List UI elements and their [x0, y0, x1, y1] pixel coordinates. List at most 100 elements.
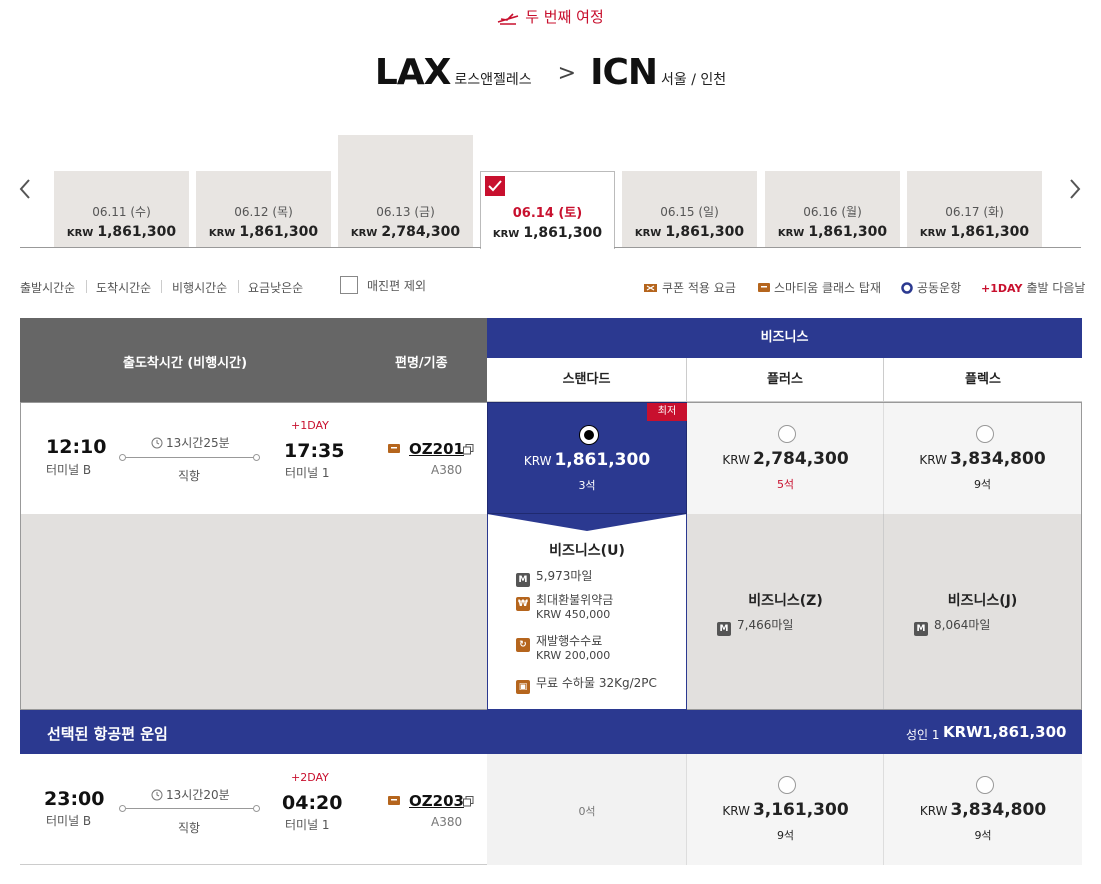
detail-plus-miles: M 7,466마일 [717, 616, 793, 636]
currency: KRW [208, 228, 236, 239]
price-amount: 1,861,300 [554, 450, 651, 470]
exclude-soldout-checkbox[interactable] [340, 276, 358, 294]
route-arrow-icon: > [557, 61, 577, 86]
fare-cell-plus[interactable]: KRW 3,161,300 9석 [687, 754, 884, 865]
date-tab-0611[interactable]: 06.11 (수) KRW 1,861,300 [54, 171, 189, 247]
flight-number-link[interactable]: OZ203 [409, 792, 464, 810]
summary-total: 1,861,300 [982, 723, 1067, 741]
detail-refund: ₩ 최대환불위약금 [516, 591, 613, 611]
legend-coupon: 쿠폰 적용 요금 [643, 279, 736, 296]
aircraft-type: A380 [431, 815, 463, 829]
currency: KRW [777, 228, 805, 239]
detail-miles: M 5,973마일 [516, 567, 592, 587]
detail-standard: 비즈니스(U) M 5,973마일 ₩ 최대환불위약금 KRW 450,000 ↻ 재… [487, 514, 687, 710]
seats-left: 0석 [578, 805, 596, 818]
legend-plusday: +1DAY 출발 다음날 [981, 279, 1085, 296]
fare-cell-standard-soldout: 0석 [487, 754, 687, 865]
sort-departure[interactable]: 출발시간순 [20, 281, 76, 295]
chevron-right-icon[interactable] [1068, 178, 1082, 200]
summary-title: 선택된 항공편 운임 [47, 725, 168, 743]
date-tab-0612[interactable]: 06.12 (목) KRW 1,861,300 [196, 171, 331, 247]
detail-flex-title: 비즈니스(J) [947, 593, 1018, 609]
date-price: 1,861,300 [523, 225, 603, 241]
departure-time: 23:00 [44, 788, 105, 810]
currency: KRW [919, 453, 947, 467]
date-tab-0614-selected[interactable]: 06.14 (토) KRW 1,861,300 [480, 171, 615, 249]
fare-radio-selected[interactable] [580, 426, 598, 444]
fare-radio[interactable] [778, 776, 796, 794]
fare-price: KRW 3,834,800 [884, 449, 1081, 469]
popup-icon[interactable] [463, 444, 474, 455]
date-label: 06.11 (수) [92, 205, 151, 219]
legend-codeshare-text: 공동운항 [917, 281, 962, 295]
fare-cell-flex[interactable]: KRW 3,834,800 9석 [884, 754, 1082, 865]
fare-radio[interactable] [976, 425, 994, 443]
miles-icon: M [914, 622, 928, 636]
currency: KRW [492, 229, 520, 240]
smartium-icon [388, 444, 400, 453]
table-header-left: 출도착시간 (비행시간) 편명/기종 [20, 318, 487, 402]
miles-text: 5,973마일 [536, 569, 593, 583]
currency: KRW [66, 228, 94, 239]
fare-price: KRW 3,161,300 [687, 800, 884, 820]
date-tab-0616[interactable]: 06.16 (월) KRW 1,861,300 [765, 171, 900, 247]
fare-radio[interactable] [976, 776, 994, 794]
dest-code: ICN [590, 52, 658, 93]
sort-price[interactable]: 요금낮은순 [248, 281, 304, 295]
date-tab-0617[interactable]: 06.17 (화) KRW 1,861,300 [907, 171, 1042, 247]
legend-plusday-text: 출발 다음날 [1026, 281, 1086, 295]
route-end-dot [253, 454, 260, 461]
miles-icon: M [516, 573, 530, 587]
currency: KRW [523, 454, 552, 468]
departure-time: 12:10 [46, 436, 107, 458]
clock-icon [151, 789, 163, 801]
codeshare-icon [901, 282, 913, 294]
smartium-icon [758, 283, 770, 292]
fare-price: KRW 3,834,800 [884, 800, 1082, 820]
fare-cell-flex[interactable]: KRW 3,834,800 9석 [884, 403, 1081, 514]
date-price: 1,861,300 [665, 224, 745, 240]
exclude-soldout-label[interactable]: 매진편 제외 [367, 279, 427, 293]
fare-radio[interactable] [778, 425, 796, 443]
summary-currency: KRW [943, 723, 983, 741]
departure-terminal: 터미널 B [46, 463, 92, 477]
date-label: 06.13 (금) [376, 205, 435, 219]
flight-number-link[interactable]: OZ201 [409, 440, 464, 458]
departure-terminal: 터미널 B [46, 814, 92, 828]
detail-reissue: ↻ 재발행수수료 [516, 632, 602, 652]
pointer-triangle [487, 514, 687, 531]
date-price: 1,861,300 [808, 224, 888, 240]
chevron-left-icon[interactable] [18, 178, 32, 200]
popup-icon[interactable] [463, 796, 474, 807]
fare-cell-plus[interactable]: KRW 2,784,300 5석 [687, 403, 884, 514]
origin-city: 로스앤젤레스 [454, 72, 532, 88]
sort-duration[interactable]: 비행시간순 [172, 281, 228, 295]
refund-value: KRW 450,000 [536, 608, 611, 621]
date-label: 06.14 (토) [512, 206, 583, 221]
flight-duration: 13시간20분 [151, 786, 230, 803]
legend-smartium: 스마티움 클래스 탑재 [758, 279, 881, 296]
cabin-header-business: 비즈니스 [487, 318, 1082, 358]
selected-fare-summary: 선택된 항공편 운임 성인 1 KRW 1,861,300 [20, 710, 1082, 754]
legend-coupon-text: 쿠폰 적용 요금 [662, 281, 736, 295]
miles-icon: M [717, 622, 731, 636]
fare-cell-standard-selected[interactable]: 최저 KRW 1,861,300 3석 [487, 402, 687, 514]
arrival-terminal: 터미널 1 [285, 818, 330, 832]
currency: KRW [919, 228, 947, 239]
sort-arrival[interactable]: 도착시간순 [96, 281, 152, 295]
checkmark-icon [485, 176, 505, 196]
route-line [126, 808, 254, 809]
currency: KRW [722, 804, 750, 818]
flight-type: 직항 [178, 469, 201, 483]
fare-header-plus: 플러스 [687, 358, 884, 402]
price-amount: 2,784,300 [752, 449, 849, 469]
summary-pax: 성인 1 [906, 728, 940, 742]
origin-code: LAX [374, 52, 452, 93]
airplane-icon [497, 13, 519, 25]
date-tab-0613[interactable]: 06.13 (금) KRW 2,784,300 [338, 135, 473, 247]
currency: KRW [350, 228, 378, 239]
smartium-icon [388, 796, 400, 805]
legend-plusday-tag: +1DAY [981, 282, 1023, 295]
plusday-badge: +2DAY [291, 771, 329, 784]
date-tab-0615[interactable]: 06.15 (일) KRW 1,861,300 [622, 171, 757, 247]
